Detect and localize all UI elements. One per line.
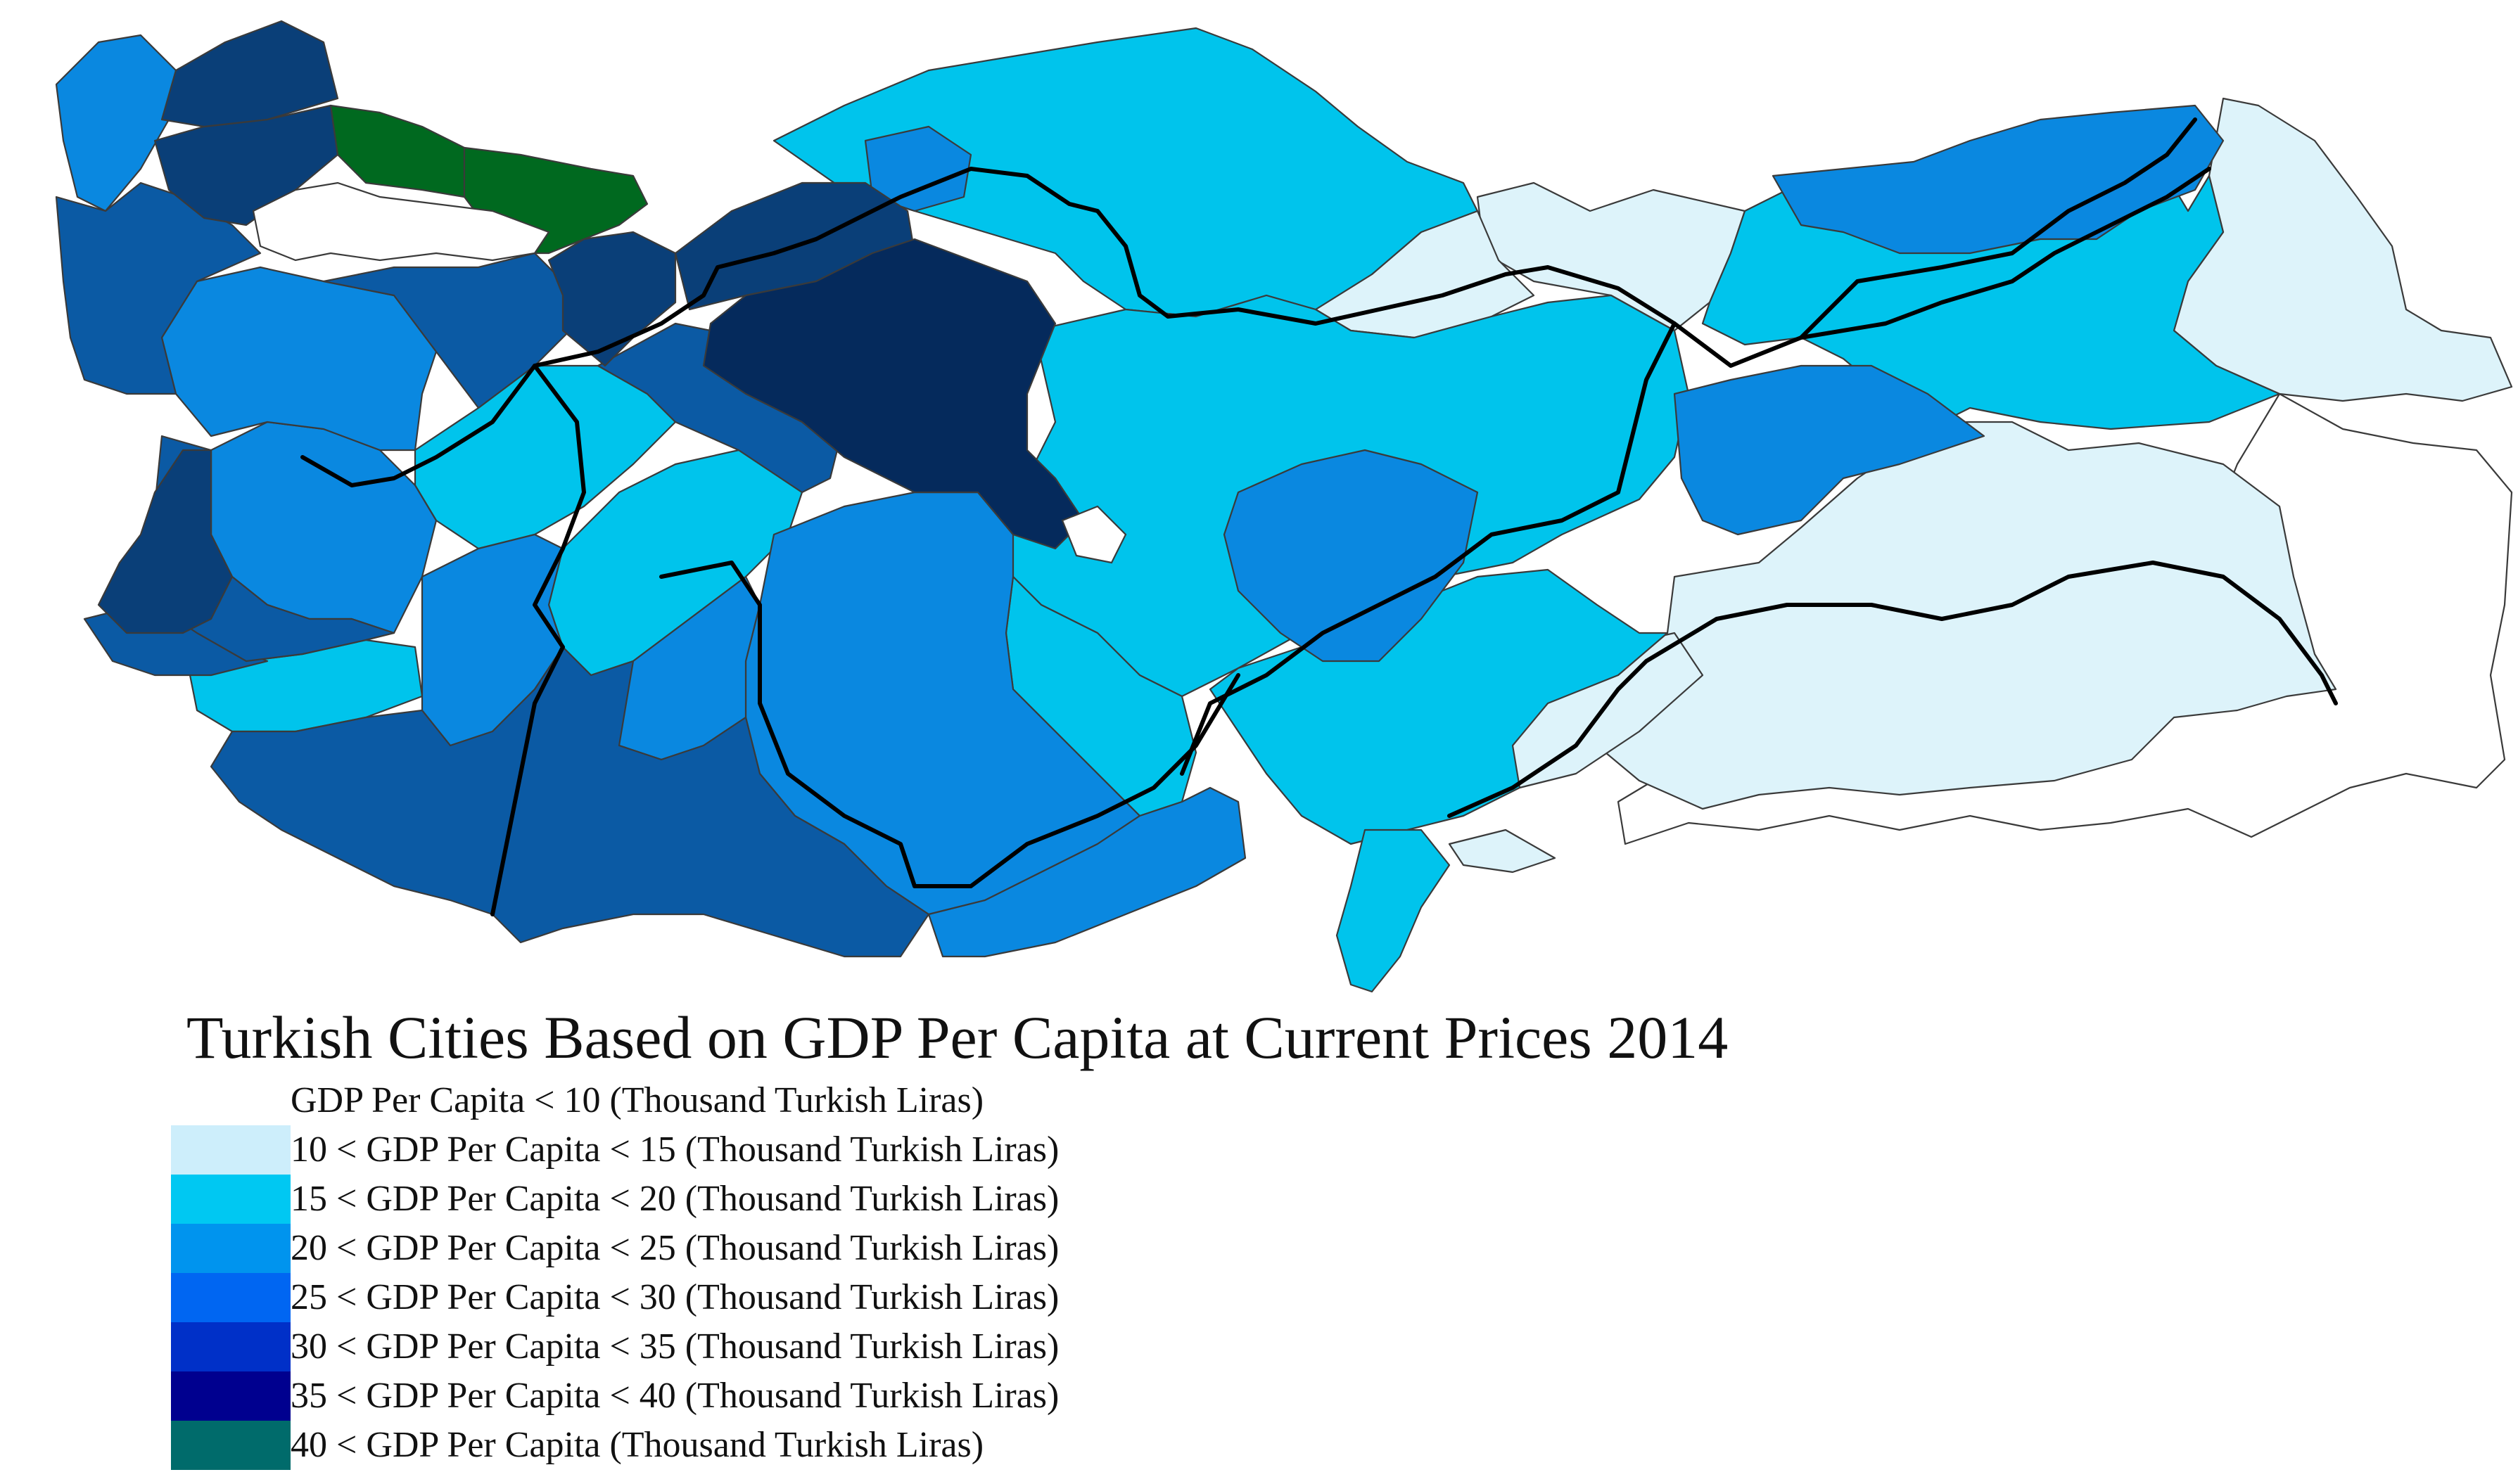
legend-item: 20 < GDP Per Capita < 25 (Thousand Turki… (171, 1224, 1059, 1273)
legend-item: 15 < GDP Per Capita < 20 (Thousand Turki… (171, 1175, 1059, 1224)
legend-item: 40 < GDP Per Capita (Thousand Turkish Li… (171, 1421, 1059, 1470)
legend-swatch (171, 1273, 291, 1322)
province-east-light-a (2173, 97, 2513, 402)
legend-item: 10 < GDP Per Capita < 15 (Thousand Turki… (171, 1125, 1059, 1175)
legend-label: 20 < GDP Per Capita < 25 (Thousand Turki… (291, 1228, 1060, 1268)
province-central-blue-d (1223, 449, 1479, 663)
province-hatay-cyan (1335, 829, 1451, 993)
legend-swatch (171, 1224, 291, 1273)
legend-label: 30 < GDP Per Capita < 35 (Thousand Turki… (291, 1326, 1060, 1367)
map-svg (55, 20, 2513, 993)
lake-central (1061, 505, 1127, 564)
legend-label: 15 < GDP Per Capita < 20 (Thousand Turki… (291, 1179, 1060, 1219)
legend-swatch (171, 1076, 291, 1125)
province-mediterranean-c (210, 646, 930, 958)
province-south-light-f (1448, 829, 1556, 874)
region-border-black-sea-east (1799, 117, 2197, 340)
legend-swatch (171, 1421, 291, 1470)
legend-label: GDP Per Capita < 10 (Thousand Turkish Li… (291, 1080, 984, 1120)
legend-swatch (171, 1371, 291, 1421)
region-border-central-med (659, 561, 1240, 888)
legend-swatch (171, 1125, 291, 1175)
legend-label: 10 < GDP Per Capita < 15 (Thousand Turki… (291, 1130, 1060, 1170)
region-border-marmara (300, 237, 818, 487)
legend-swatch (171, 1175, 291, 1224)
province-thrace-c (160, 20, 339, 128)
region-border-east-central (1180, 321, 1677, 776)
region-border-central-north (814, 167, 2211, 368)
legend-label: 35 < GDP Per Capita < 40 (Thousand Turki… (291, 1376, 1060, 1416)
province-nw-blue-j (55, 34, 177, 212)
sea-of-marmara (252, 181, 550, 262)
province-istanbul (329, 104, 466, 198)
legend: GDP Per Capita < 10 (Thousand Turkish Li… (171, 1076, 1059, 1470)
map-title: Turkish Cities Based on GDP Per Capita a… (186, 1004, 1729, 1071)
turkey-choropleth-map (55, 20, 2513, 993)
legend-swatch (171, 1322, 291, 1371)
legend-label: 25 < GDP Per Capita < 30 (Thousand Turki… (291, 1277, 1060, 1317)
region-border-east-southeast (1447, 561, 2338, 818)
province-east-light-b (1546, 421, 2337, 810)
province-kocaeli (547, 231, 677, 367)
province-med-blue-h (927, 786, 1247, 958)
legend-item: 25 < GDP Per Capita < 30 (Thousand Turki… (171, 1273, 1059, 1322)
region-border-aegean-central (490, 364, 586, 916)
legend-item: GDP Per Capita < 10 (Thousand Turkish Li… (171, 1076, 1059, 1125)
province-black-sea-cyan-a (772, 27, 1479, 318)
province-thrace-a (55, 181, 262, 395)
legend-label: 40 < GDP Per Capita (Thousand Turkish Li… (291, 1425, 984, 1465)
province-aegean-izmir (97, 449, 234, 634)
province-black-sea-blue-c (1772, 104, 2225, 255)
legend-item: 35 < GDP Per Capita < 40 (Thousand Turki… (171, 1371, 1059, 1421)
legend-item: 30 < GDP Per Capita < 35 (Thousand Turki… (171, 1322, 1059, 1371)
province-east-blue-b (1673, 364, 1985, 536)
